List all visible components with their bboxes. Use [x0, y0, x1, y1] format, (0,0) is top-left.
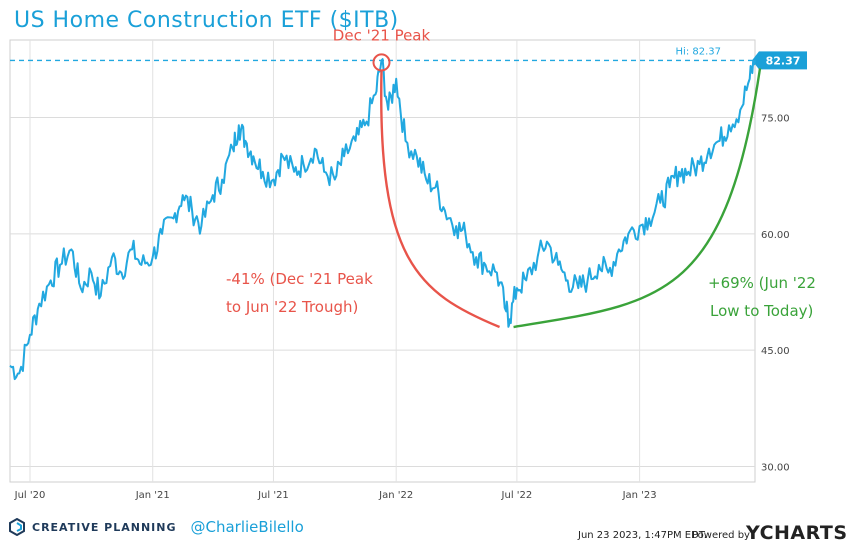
drop-annotation-line2: to Jun '22 Trough) [226, 298, 358, 316]
x-axis: Jul '20 Jan '21 Jul '21 Jan '22 Jul '22 Jan '… [14, 490, 657, 501]
annotation-layer: Dec '21 Peak -41% (Dec '21 Peak to Jun '22… [226, 26, 816, 329]
y-tick-label: 45.00 [761, 346, 790, 357]
chart-title: US Home Construction ETF ($ITB) [14, 8, 399, 33]
y-tick-label: 75.00 [761, 114, 790, 125]
plot-frame [9, 39, 756, 483]
y-tick-label: 30.00 [761, 462, 790, 473]
high-label: Hi: 82.37 [676, 46, 721, 57]
last-value-label: 82.37 [766, 54, 801, 67]
rise-annotation-line1: +69% (Jun '22 [708, 274, 816, 292]
rise-curve [513, 68, 762, 329]
drop-annotation-line1: -41% (Dec '21 Peak [226, 270, 373, 288]
x-tick-label: Jan '23 [622, 490, 657, 501]
x-tick-label: Jul '20 [14, 490, 46, 501]
grid-layer [9, 39, 756, 483]
ycharts-logo: YCHARTS [746, 522, 848, 544]
brand-name: CREATIVE PLANNING [32, 520, 177, 534]
itb-price-line [9, 58, 756, 381]
footer-brand: CREATIVE PLANNING @CharlieBilello [8, 512, 304, 542]
last-value-badge-arrow [752, 51, 759, 70]
x-tick-label: Jul '21 [257, 490, 289, 501]
rise-annotation-line2: Low to Today) [710, 302, 813, 320]
last-value-badge [759, 51, 807, 70]
drop-curve [380, 70, 501, 329]
x-tick-label: Jan '22 [378, 490, 413, 501]
x-tick-label: Jan '21 [135, 490, 170, 501]
high-marker: Hi: 82.37 82.37 [10, 46, 807, 70]
y-tick-label: 60.00 [761, 230, 790, 241]
y-axis: 30.00 45.00 60.00 75.00 [761, 114, 790, 474]
powered-by: Powered by [692, 530, 750, 541]
peak-label: Dec '21 Peak [333, 26, 431, 44]
author-handle[interactable]: @CharlieBilello [190, 518, 304, 536]
series-layer [9, 58, 756, 381]
x-tick-label: Jul '22 [501, 490, 533, 501]
creative-planning-logo-icon [9, 518, 25, 536]
timestamp: Jun 23 2023, 1:47PM EDT. [578, 530, 707, 541]
